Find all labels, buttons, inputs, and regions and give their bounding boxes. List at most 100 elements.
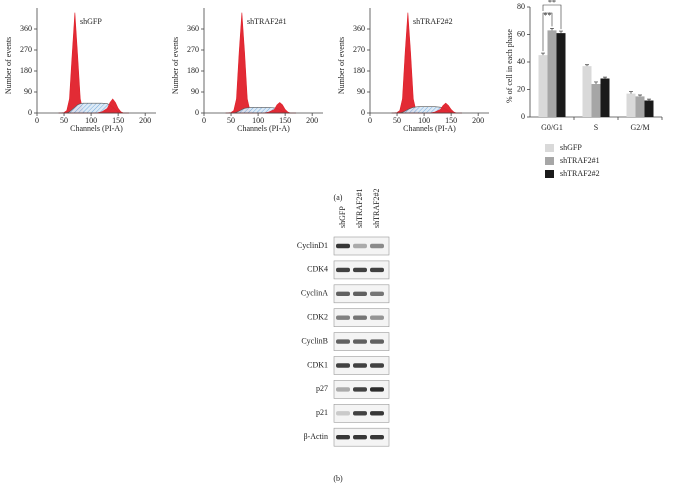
blot-band [353,411,367,416]
x-tick-label: 200 [472,116,484,125]
blot-band [336,411,350,416]
chart-title: shTRAF2#1 [247,17,287,26]
x-axis-label: Channels (PI-A) [70,124,123,133]
blot-band [370,267,384,273]
error-bar [541,52,545,56]
row-label: CyclinA [301,289,328,298]
x-tick-label: 150 [279,116,291,125]
y-tick-label: 180 [353,66,365,75]
x-tick-label: 50 [393,116,401,125]
blot-band [353,363,367,368]
annotation: ** [544,11,552,20]
blot-band [370,339,384,344]
blot-band [353,243,367,249]
y-axis-label: Number of events [171,37,180,94]
legend-label: shGFP [560,143,582,152]
error-bar [629,91,633,94]
blot-band [353,267,367,273]
panel-label: (a) [334,193,343,202]
blot-band [370,291,384,296]
x-tick-label: 0 [35,116,39,125]
x-tick-label: 150 [112,116,124,125]
y-tick-label: 270 [353,45,365,54]
column-label: shTRAF2#1 [355,188,364,228]
error-bar [647,98,651,101]
bar [556,33,566,117]
x-tick-label: 100 [418,116,430,125]
error-bar [585,64,589,67]
blot-band [370,243,384,249]
blot-band [353,315,367,320]
error-bar [603,76,607,79]
legend-swatch [545,170,554,178]
error-bar [559,30,563,34]
blot-band [370,315,384,320]
histogram-area [391,12,462,114]
blot-band [370,387,384,392]
y-tick-label: 360 [353,24,365,33]
blot-band [336,243,350,249]
legend-swatch [545,144,554,152]
y-tick-label: 270 [187,45,199,54]
x-tick-label: 0 [202,116,206,125]
blot-band [336,315,350,320]
column-label: shTRAF2#2 [372,188,381,228]
bar [582,66,592,117]
y-tick-label: 270 [20,45,32,54]
row-label: CDK1 [307,360,328,369]
bar [547,30,557,117]
y-tick-label: 90 [24,87,32,96]
histogram-area [58,12,129,114]
x-tick-label: G2/M [630,123,649,132]
x-tick-label: S [594,123,598,132]
y-axis-label: Number of events [337,37,346,94]
bar [635,96,645,117]
error-bar [550,27,554,31]
blot-band [336,267,350,273]
blot-band [336,435,350,440]
y-tick-label: 20 [517,84,525,93]
bar [626,93,636,117]
error-bar [594,81,598,84]
x-axis-label: Channels (PI-A) [403,124,456,133]
blot-band [370,435,384,440]
y-tick-label: 360 [20,24,32,33]
blot-band [336,291,350,296]
blot-frame [333,236,390,256]
blot-band [370,363,384,368]
bar [600,78,610,117]
row-label: p27 [316,384,328,393]
y-tick-label: 60 [517,29,525,38]
blot-band [353,387,367,392]
bar [644,100,654,117]
column-label: shGFP [338,206,347,228]
x-tick-label: 100 [85,116,97,125]
legend-label: shTRAF2#2 [560,169,600,178]
x-axis-label: Channels (PI-A) [237,124,290,133]
y-tick-label: 90 [191,87,199,96]
blot-band [370,411,384,416]
row-label: CyclinD1 [297,241,328,250]
x-tick-label: 100 [252,116,264,125]
y-tick-label: 40 [517,57,525,66]
y-tick-label: 360 [187,24,199,33]
y-axis-label: % of cell in each phase [505,29,514,103]
y-axis-label: Number of events [4,37,13,94]
row-label: CDK2 [307,313,328,322]
y-tick-label: 0 [521,112,525,121]
x-tick-label: 200 [306,116,318,125]
panel-label: (b) [333,474,343,483]
row-label: CDK4 [307,265,328,274]
row-label: β-Actin [303,432,328,441]
bar [591,84,601,117]
legend-label: shTRAF2#1 [560,156,600,165]
legend-swatch [545,157,554,165]
chart-title: shTRAF2#2 [413,17,453,26]
y-tick-label: 0 [28,108,32,117]
annotation: ** [548,0,556,7]
error-bar [638,94,642,97]
y-tick-label: 180 [20,66,32,75]
y-tick-label: 0 [361,108,365,117]
y-tick-label: 80 [517,2,525,11]
y-tick-label: 180 [187,66,199,75]
